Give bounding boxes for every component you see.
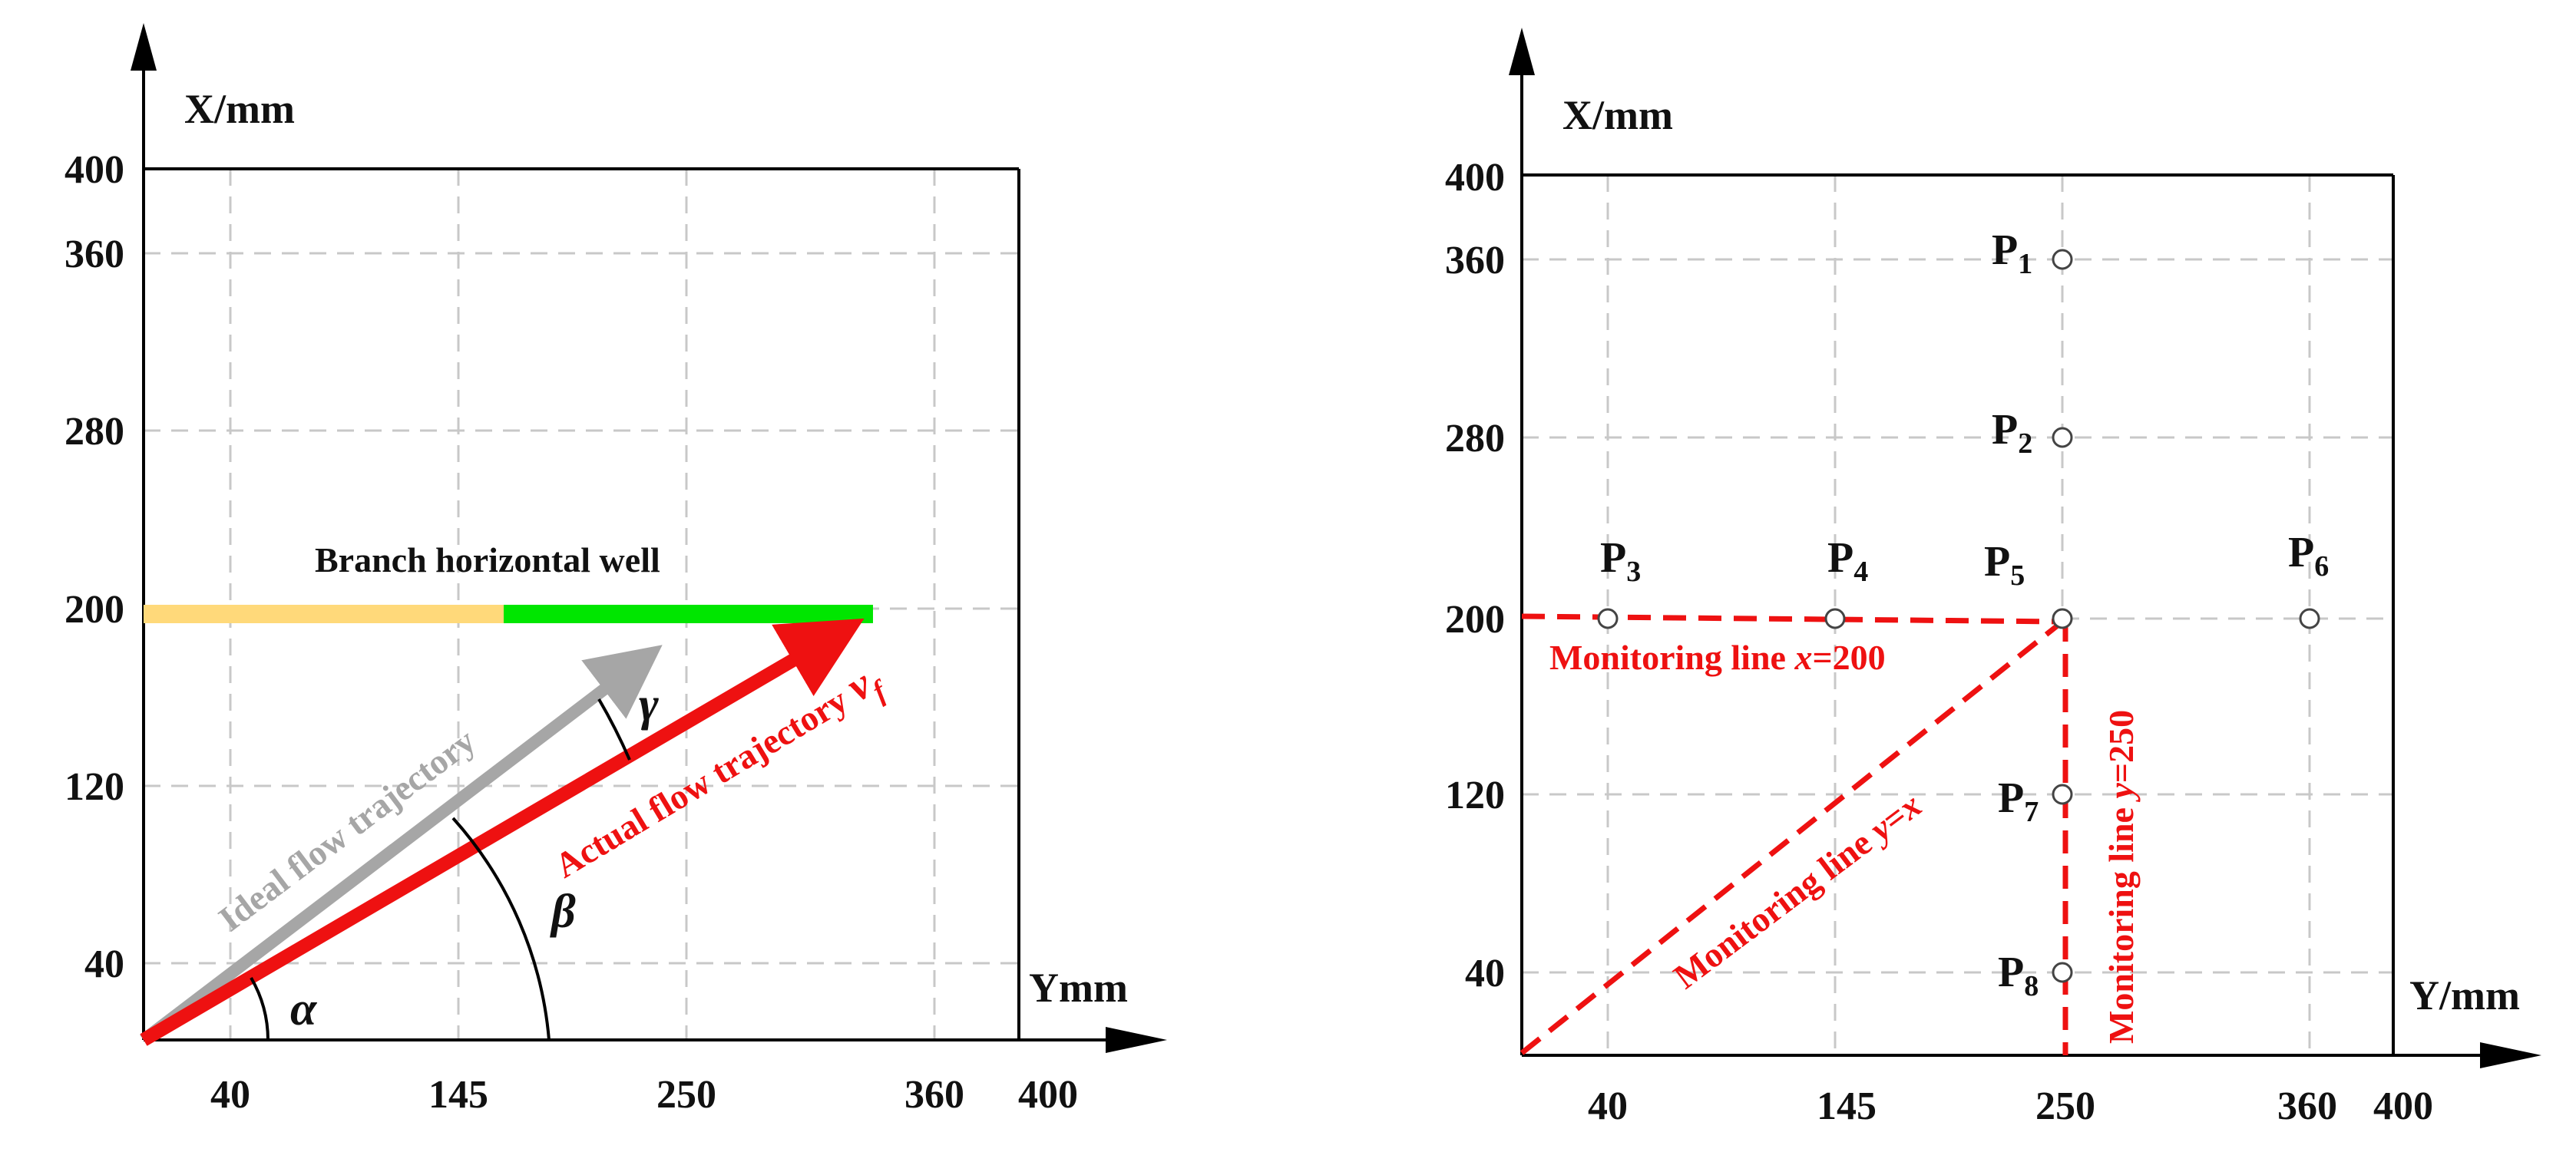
ideal-trajectory-label: Ideal flow trajectory (211, 721, 482, 939)
left-x-tick-280: 280 (64, 410, 124, 454)
point-p8-main: P (1998, 949, 2024, 996)
point-p2-marker (2052, 427, 2073, 448)
monitoring-line-y250-prefix: Monitoring line (2101, 799, 2141, 1044)
ideal-trajectory-arrow (140, 645, 663, 1045)
right-y-tick-40: 40 (1588, 1084, 1628, 1128)
monitoring-line-yx-label: Monitoring line y=x (1666, 785, 1928, 996)
right-y-axis-arrowhead (2480, 1042, 2541, 1068)
point-p5-marker (2052, 608, 2073, 629)
point-p4-marker (1824, 608, 1846, 629)
point-p3-marker (1597, 608, 1619, 629)
left-panel: X/mm Ymm 400 360 280 200 120 40 40 145 2… (64, 23, 1167, 1117)
point-p2-label: P2 (1992, 406, 2032, 460)
monitoring-line-x200-prefix: Monitoring line (1549, 638, 1794, 677)
point-p7-sub: 7 (2024, 796, 2039, 828)
right-y-tick-360: 360 (2277, 1084, 2337, 1128)
left-x-tick-120: 120 (64, 765, 124, 809)
point-p4-label: P4 (1827, 534, 1868, 588)
alpha-arc (250, 976, 270, 1041)
monitoring-line-y250-value: =250 (2101, 710, 2141, 783)
right-x-tick-40: 40 (1465, 952, 1505, 995)
point-p7-main: P (1998, 774, 2024, 822)
point-p8-marker (2052, 962, 2073, 983)
left-x-axis-title: X/mm (184, 86, 295, 132)
right-x-axis-arrowhead (1509, 28, 1535, 75)
point-p6-label: P6 (2288, 529, 2329, 583)
right-panel: X/mm Y/mm 400 360 280 200 120 40 40 145 … (1445, 28, 2541, 1128)
left-y-axis-arrowhead (1106, 1027, 1167, 1053)
right-x-tick-280: 280 (1445, 417, 1505, 460)
point-p3-sub: 3 (1626, 556, 1641, 588)
point-p2-main: P (1992, 406, 2018, 454)
point-p3-label: P3 (1600, 534, 1641, 588)
well-label: Branch horizontal well (315, 540, 660, 579)
left-x-tick-40: 40 (84, 942, 124, 986)
monitoring-line-y250-var: y (2101, 783, 2141, 803)
point-p1-main: P (1992, 226, 2018, 274)
left-x-tick-360: 360 (64, 233, 124, 276)
point-p1-sub: 1 (2018, 248, 2032, 280)
alpha-label: α (290, 983, 318, 1035)
point-p4-main: P (1827, 534, 1853, 582)
point-p6-marker (2299, 608, 2320, 629)
point-p5-sub: 5 (2010, 559, 2025, 592)
left-y-tick-360: 360 (904, 1073, 964, 1117)
left-x-tick-200: 200 (64, 588, 124, 632)
beta-label: β (550, 886, 576, 938)
point-p7-marker (2052, 784, 2073, 805)
right-y-tick-145: 145 (1817, 1084, 1877, 1128)
gamma-arc (597, 698, 631, 761)
right-y-tick-400: 400 (2373, 1084, 2433, 1128)
point-p5-label: P5 (1984, 538, 2025, 592)
point-p8-sub: 8 (2024, 970, 2039, 1002)
right-x-tick-200: 200 (1445, 598, 1505, 642)
right-y-tick-250: 250 (2035, 1084, 2095, 1128)
right-x-tick-360: 360 (1445, 239, 1505, 282)
actual-trajectory-arrow (140, 618, 865, 1046)
monitoring-line-yx (1519, 619, 2065, 1055)
point-p6-main: P (2288, 529, 2314, 576)
monitoring-line-x200-var: x (1794, 638, 1812, 677)
left-y-tick-40: 40 (210, 1073, 250, 1117)
monitoring-points (1597, 249, 2320, 983)
point-p8-label: P8 (1998, 949, 2039, 1002)
right-x-tick-120: 120 (1445, 774, 1505, 817)
gamma-label: γ (639, 678, 659, 731)
monitoring-line-x200-label: Monitoring line x=200 (1549, 638, 1886, 677)
right-y-axis-title: Y/mm (2409, 972, 2520, 1018)
left-y-tick-145: 145 (428, 1073, 488, 1117)
right-grid (1522, 175, 2393, 1055)
point-p2-sub: 2 (2018, 427, 2032, 460)
point-p6-sub: 6 (2314, 550, 2329, 583)
left-y-tick-250: 250 (656, 1073, 716, 1117)
monitoring-line-y250-label: Monitoring line y=250 (2101, 710, 2141, 1044)
beta-arc (451, 817, 551, 1041)
point-p1-label: P1 (1992, 226, 2032, 280)
point-p3-main: P (1600, 534, 1626, 582)
point-p1-marker (2052, 249, 2073, 270)
left-grid (144, 169, 1019, 1040)
point-p7-label: P7 (1998, 774, 2039, 828)
left-x-axis-arrowhead (131, 23, 157, 71)
point-p4-sub: 4 (1853, 556, 1868, 588)
point-p5-main: P (1984, 538, 2010, 586)
left-y-axis-title: Ymm (1029, 965, 1128, 1011)
right-x-tick-400: 400 (1445, 156, 1505, 200)
left-x-tick-400: 400 (64, 148, 124, 192)
monitoring-line-x200-value: =200 (1812, 638, 1885, 677)
left-y-tick-400: 400 (1018, 1073, 1078, 1117)
monitoring-line-yx-prefix: Monitoring line (1666, 817, 1886, 996)
right-x-axis-title: X/mm (1562, 92, 1673, 138)
